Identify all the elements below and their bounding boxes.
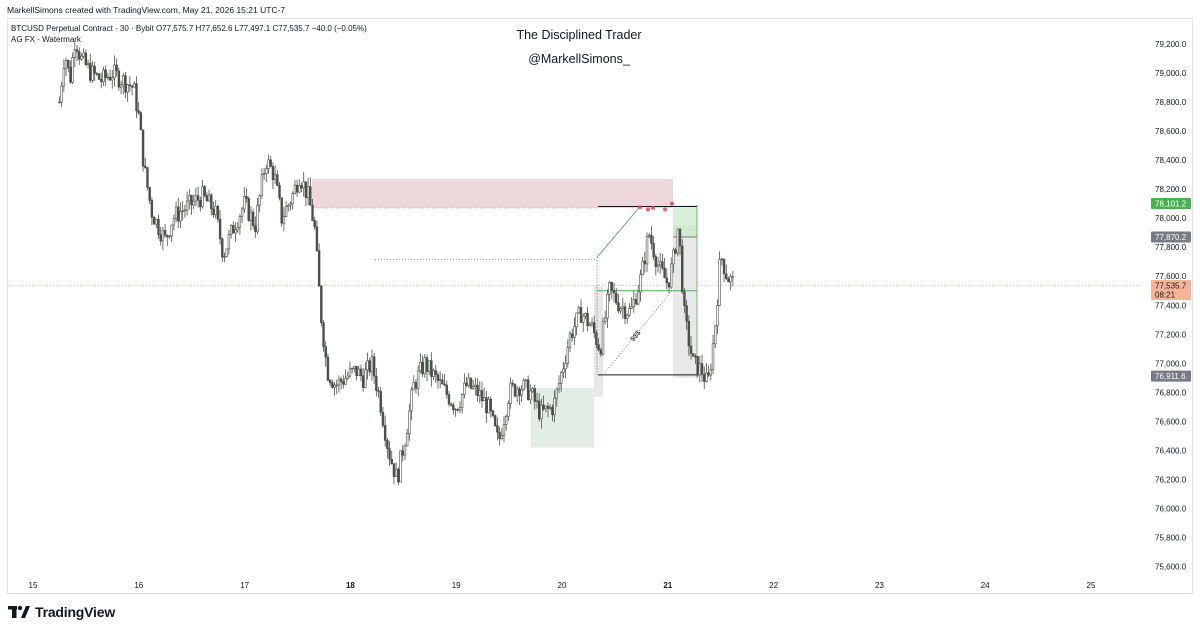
chart-credit: MarkellSimons created with TradingView.c… (7, 5, 286, 15)
watermark-handle: @MarkellSimons_ (528, 52, 630, 66)
chart-frame (7, 18, 1193, 594)
indicator-legend[interactable]: AG FX - Watermark (11, 35, 81, 44)
tradingview-brand[interactable]: TradingView (8, 604, 115, 620)
watermark-title: The Disciplined Trader (516, 28, 642, 42)
tradingview-logo-icon (8, 605, 30, 618)
symbol-legend[interactable]: BTCUSD Perpetual Contract · 30 · Bybit O… (11, 24, 367, 33)
tradingview-brand-label: TradingView (35, 604, 116, 620)
